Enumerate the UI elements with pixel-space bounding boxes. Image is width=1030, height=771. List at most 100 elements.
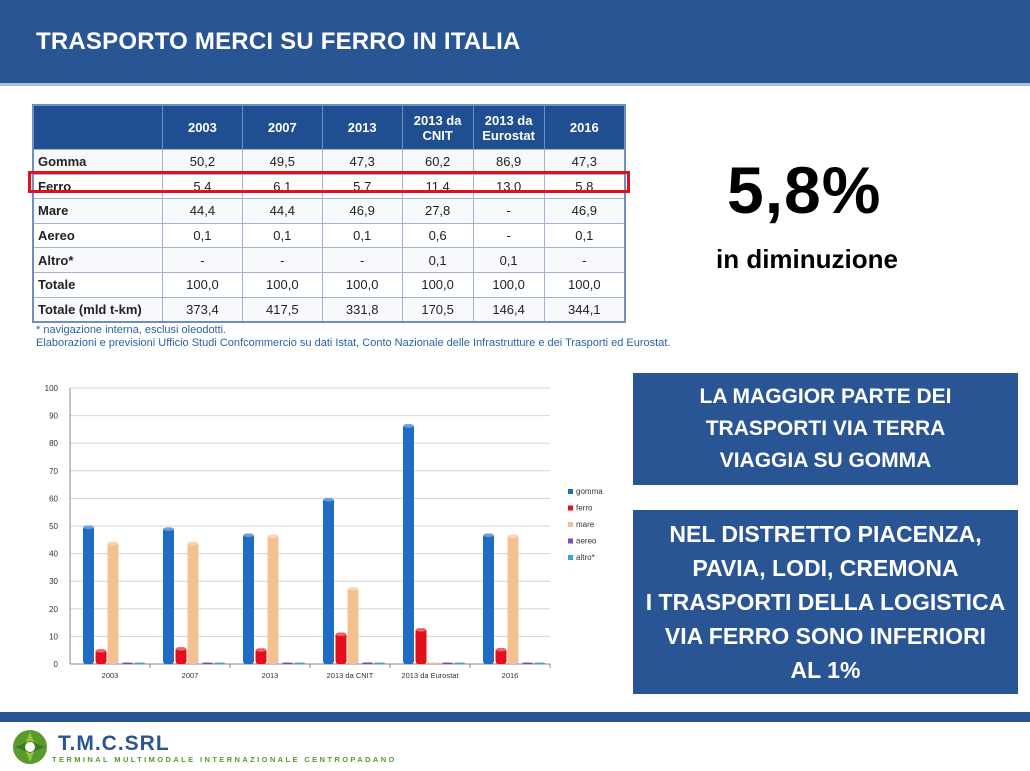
table-cell: 44,4	[241, 198, 323, 224]
legend-label: gomma	[576, 487, 603, 496]
bar-ferro	[255, 648, 267, 664]
bar-aereo	[202, 662, 213, 664]
table-cell: 100,0	[401, 271, 474, 298]
row-label: Totale (mld t-km)	[32, 296, 163, 323]
bar-top-highlight	[335, 632, 347, 637]
table-cell: 13,0	[472, 173, 545, 200]
bar-ferro	[415, 628, 427, 664]
row-label: Gomma	[32, 149, 163, 175]
table-cell: -	[321, 247, 403, 273]
stat-label: in diminuzione	[716, 244, 898, 274]
table-cell: 0,1	[162, 222, 243, 249]
table-cell: -	[241, 247, 323, 273]
y-tick-label: 80	[49, 439, 58, 448]
legend-swatch	[568, 489, 573, 494]
table-cell: 100,0	[241, 271, 323, 298]
company-subtitle: TERMINAL MULTIMODALE INTERNAZIONALE CENT…	[52, 755, 397, 764]
table-row: Aereo 0,1 0,1 0,1 0,6-0,1	[32, 222, 626, 249]
table-row: Totale (mld t-km) 373,4 417,5 331,8 170,5 146…	[32, 296, 626, 323]
x-tick-label: 2016	[502, 671, 519, 680]
table-header-row: 2003 2007 2013 2013 da CNIT 2013 da Eurostat…	[33, 105, 625, 150]
bar-mare	[267, 534, 279, 664]
callout-line: TRASPORTI VIA TERRA	[705, 417, 946, 440]
table-cell: 44,4	[162, 198, 243, 224]
bar-aereo	[362, 662, 373, 664]
y-tick-label: 30	[49, 577, 58, 586]
callout-line: VIA FERRO SONO INFERIORI	[664, 623, 987, 649]
bar-top-highlight	[163, 526, 174, 531]
x-tick-label: 2013 da Eurostat	[401, 671, 459, 680]
table-cell: 0,1	[321, 222, 403, 249]
table-cell: 0,1	[543, 222, 626, 249]
bar-mare	[427, 662, 439, 664]
bar-altro	[454, 662, 465, 664]
chart-container: 0 10 20 30 40 50 60 70 80 90 100 2003 2007 2013 2013 d…	[30, 376, 620, 682]
legend-label: mare	[576, 520, 595, 529]
bar-top-highlight	[347, 586, 359, 591]
table-cell: 0,1	[401, 247, 474, 273]
bar-top-highlight	[415, 627, 427, 632]
page-title: TRASPORTO MERCI SU FERRO IN ITALIA	[36, 28, 521, 55]
bar-altro	[374, 662, 385, 664]
bar-gomma	[483, 533, 494, 664]
legend-label: aereo	[576, 537, 597, 546]
bar-aereo	[122, 662, 133, 664]
table-cell: 86,9	[472, 149, 545, 175]
bar-top-highlight	[507, 534, 519, 539]
row-label: Altro*	[32, 247, 163, 273]
bar-altro	[294, 662, 305, 664]
x-tick-label: 2003	[102, 671, 119, 680]
table-cell: 100,0	[472, 271, 545, 298]
bar-top-highlight	[255, 647, 267, 652]
bar-chart: 0 10 20 30 40 50 60 70 80 90 100 2003 2007 2013 2013 d…	[45, 384, 604, 680]
y-tick-label: 100	[45, 384, 59, 393]
stat-value: 5,8%	[727, 153, 882, 227]
bar-aereo	[522, 662, 533, 664]
table-cell: -	[472, 198, 545, 224]
table-row: Altro* - - -0,1 0,1-	[32, 247, 626, 273]
table-column-header: 2007	[241, 105, 323, 150]
table-row: Mare 44,4 44,4 46,9 27,8-46,9	[32, 198, 626, 224]
bar-top-highlight	[483, 532, 494, 537]
x-tick-label: 2013	[262, 671, 279, 680]
freight-table: 2003 2007 2013 2013 da CNIT 2013 da Eurostat…	[32, 104, 626, 324]
table-cell: 331,8	[321, 296, 403, 323]
bar-top-highlight	[243, 532, 254, 537]
table-column-header: 2013 da Eurostat	[472, 105, 545, 150]
bar-ferro	[95, 649, 107, 664]
y-tick-label: 60	[49, 494, 58, 503]
bar-altro	[214, 662, 225, 664]
legend-swatch	[568, 505, 573, 511]
x-tick-label: 2007	[182, 671, 199, 680]
table-cell: 47,3	[543, 149, 626, 175]
bar-top-highlight	[323, 497, 334, 502]
callout-line: PAVIA, LODI, CREMONA	[692, 555, 959, 581]
callout-line: AL 1%	[790, 657, 861, 683]
y-tick-label: 20	[49, 605, 58, 614]
header-bar: TRASPORTO MERCI SU FERRO IN ITALIA	[0, 0, 1030, 83]
bar-ferro	[495, 647, 507, 664]
callout-line: LA MAGGIOR PARTE DEI	[699, 385, 952, 408]
header-divider	[0, 83, 1030, 86]
legend-swatch	[568, 555, 573, 560]
table-cell: 344,1	[543, 296, 626, 323]
table-cell: 373,4	[162, 296, 243, 323]
table-cell: 0,6	[401, 222, 474, 249]
table-cell: -	[162, 247, 243, 273]
table-column-header: 2013 da CNIT	[401, 105, 474, 150]
bar-altro	[534, 662, 545, 664]
company-name: T.M.C.SRL	[58, 732, 170, 755]
legend-label: ferro	[576, 504, 593, 513]
table-cell: 100,0	[321, 271, 403, 298]
callout-line: VIAGGIA SU GOMMA	[719, 449, 932, 472]
row-label: Ferro	[32, 173, 163, 200]
row-label: Totale	[32, 271, 163, 298]
table-cell: 146,4	[472, 296, 545, 323]
note-line-1: * navigazione interna, esclusi oleodotti…	[36, 324, 227, 336]
table-cell: 46,9	[543, 198, 626, 224]
note-line-2: Elaborazioni e previsioni Ufficio Studi …	[36, 337, 671, 349]
table-row: Totale 100,0 100,0 100,0 100,0 100,0 100,0	[32, 271, 626, 298]
table-cell: 6,1	[241, 173, 323, 200]
table-body: Gomma 50,2 49,5 47,3 60,2 86,9 47,3 Ferro 5,4 6,1…	[32, 149, 626, 323]
bar-top-highlight	[107, 540, 119, 545]
